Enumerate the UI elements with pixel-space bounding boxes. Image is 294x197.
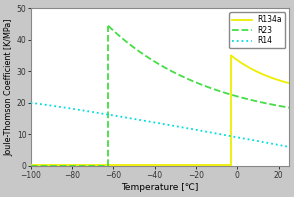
Legend: R134a, R23, R14: R134a, R23, R14 (229, 12, 285, 48)
Y-axis label: Joule-Thomson Coefficient [K/MPa]: Joule-Thomson Coefficient [K/MPa] (5, 18, 14, 156)
X-axis label: Temperature [℃]: Temperature [℃] (121, 183, 198, 192)
